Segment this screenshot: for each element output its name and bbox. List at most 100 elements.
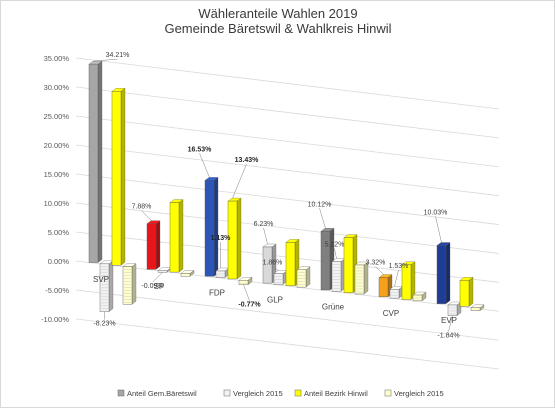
bar-sp-series-2 [169,199,184,273]
legend-swatch [117,389,125,397]
bar-sp-series-0 [146,220,161,270]
gridline [75,260,500,312]
leader-line [435,216,442,243]
data-label: 10.03% [424,209,448,216]
y-tick-label: 5.00% [48,228,70,237]
leader-line [199,153,210,178]
data-labels: 34.21% -8.23% 7.88% -0.09% 16.53% 1.13% 13.43%… [93,52,459,340]
leader-line [232,163,247,199]
leader-line [263,227,268,245]
legend-item: Anteil Bezirk Hinwil [294,389,368,398]
legend-item: Vergleich 2015 [384,389,444,398]
leader-line [141,210,152,221]
grid-lines [75,57,500,370]
bar-svp-series-1 [99,260,114,312]
data-label: 5.12% [325,242,345,249]
category-label: EVP [441,316,457,325]
bar-fdp-series-2 [227,197,242,280]
y-tick-label: 15.00% [44,170,70,179]
bar-fdp-series-0 [204,177,219,277]
leader-line [334,248,337,259]
bar-sp-series-1 [157,267,172,273]
leader-line [93,58,118,62]
chart-title: Wähleranteile Wahlen 2019 [198,6,357,21]
category-label: Grüne [322,302,345,311]
leader-line [152,272,163,283]
legend-swatch [384,389,392,397]
bar-svp-series-3 [122,263,137,305]
data-label: 3.32% [366,260,386,267]
y-tick-label: -5.00% [45,286,69,295]
category-label: FDP [209,289,225,298]
data-label: -0.77% [238,302,261,309]
data-label: -1.84% [437,333,459,340]
y-tick-label: 20.00% [44,141,70,150]
legend-label: Anteil Gem.Bäretswil [127,389,197,398]
bar-evp-series-1 [447,301,462,316]
gridline [75,289,500,341]
leader-line [375,266,384,275]
legend-swatch [223,389,231,397]
legend-label: Vergleich 2015 [233,389,283,398]
leader-line [272,266,279,271]
data-label: -0.09% [141,283,163,290]
data-label: 1.53% [389,263,409,270]
bar-evp-series-2 [459,276,474,307]
data-label: 7.88% [132,204,152,211]
category-label: GLP [267,296,283,305]
category-labels: SVP SP FDP GLP Grüne CVP EVP [93,275,457,325]
bar-grne-series-3 [354,261,369,295]
leader-line [448,315,453,332]
legend-label: Vergleich 2015 [394,389,444,398]
gridline [75,318,500,370]
data-label: 34.21% [106,52,130,59]
y-tick-label: -10.00% [41,315,69,324]
leader-line [243,284,250,301]
gridline [75,173,500,225]
category-label: SVP [93,275,109,284]
bar-grne-series-1 [331,258,346,292]
y-tick-label: 35.00% [44,54,70,63]
gridline [75,115,500,168]
bar-evp-series-3 [470,304,485,311]
bar-evp-series-0 [436,242,451,304]
gridline [75,202,500,254]
bar-svp-series-2 [111,87,126,266]
legend-label: Anteil Bezirk Hinwil [304,389,368,398]
gridline [75,86,500,139]
bar-cvp-series-3 [412,291,427,302]
data-label: -8.23% [93,321,115,328]
y-tick-label: 30.00% [44,83,70,92]
bars [88,60,485,316]
legend-item: Vergleich 2015 [223,389,283,398]
data-label: 13.43% [235,157,260,164]
leader-line [319,208,326,229]
data-label: 10.12% [308,201,332,208]
category-label: SP [154,282,165,291]
category-label: CVP [383,309,399,318]
data-label: 1.13% [211,235,232,242]
leader-line [394,270,399,287]
bar-fdp-series-1 [215,267,230,278]
bar-glp-series-3 [296,266,311,288]
gridline [75,57,500,110]
data-label: 1.86% [263,260,283,267]
y-tick-label: 25.00% [44,112,70,121]
bar-fdp-series-3 [238,276,253,286]
legend-item: Anteil Gem.Bäretswil [117,389,197,398]
data-label: 16.53% [188,146,213,153]
y-tick-label: 0.00% [48,257,70,266]
data-label: 6.23% [254,221,274,228]
chart-subtitle: Gemeinde Bäretswil & Wahlkreis Hinwil [164,21,391,36]
bar-cvp-series-1 [389,285,404,299]
legend: Anteil Gem.Bäretswil Vergleich 2015 Anteil… [117,389,444,398]
legend-swatch [294,389,302,397]
bar-svp-series-0 [88,60,103,263]
gridline [75,144,500,197]
bar-glp-series-1 [273,270,288,285]
y-tick-label: 10.00% [44,199,70,208]
y-axis-ticks: 35.00% 30.00% 25.00% 20.00% 15.00% 10.00% 5.00… [41,54,69,324]
bar-sp-series-3 [180,270,195,277]
